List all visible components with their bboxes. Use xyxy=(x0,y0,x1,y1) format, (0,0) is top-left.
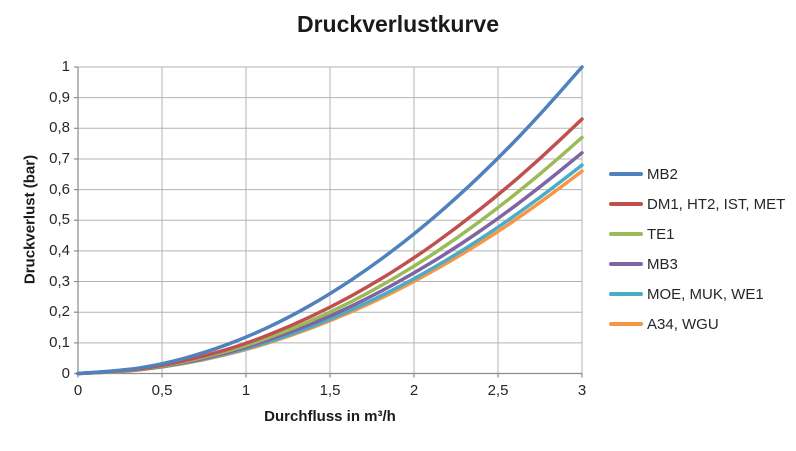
legend-swatch xyxy=(609,292,643,296)
legend-label: MOE, MUK, WE1 xyxy=(647,285,764,303)
x-axis-title: Durchfluss in m³/h xyxy=(264,408,396,425)
legend-label: TE1 xyxy=(647,225,675,243)
y-tick-label: 1 xyxy=(61,58,70,75)
y-tick-label: 0 xyxy=(61,364,70,382)
y-tick-label: 0,6 xyxy=(49,180,70,198)
legend-swatch xyxy=(609,202,643,206)
series-line-dm1 xyxy=(76,117,584,376)
chart-title: Druckverlustkurve xyxy=(297,11,499,37)
legend-item: MOE, MUK, WE1 xyxy=(609,279,785,309)
legend-swatch xyxy=(609,232,643,236)
y-tick-label: 0,8 xyxy=(49,119,70,137)
y-tick-label: 0,7 xyxy=(49,149,70,167)
legend-item: MB2 xyxy=(609,159,785,189)
legend: MB2 DM1, HT2, IST, MET TE1 MB3 MOE, MUK, WE1… xyxy=(609,159,785,339)
legend-label: MB3 xyxy=(647,255,678,273)
y-tick-label: 0,3 xyxy=(49,272,70,290)
y-tick-label: 0,4 xyxy=(49,241,70,259)
legend-label: DM1, HT2, IST, MET xyxy=(647,195,786,213)
x-tick-label: 2 xyxy=(409,382,419,399)
y-tick-label: 0,5 xyxy=(49,211,70,229)
legend-label: A34, WGU xyxy=(647,315,719,333)
legend-label: MB2 xyxy=(647,165,678,183)
legend-swatch xyxy=(609,172,643,176)
y-tick-label: 0,2 xyxy=(49,303,70,321)
y-tick-label: 0,1 xyxy=(49,333,70,351)
legend-item: A34, WGU xyxy=(609,309,785,339)
x-tick-label: 1,5 xyxy=(319,382,341,399)
x-tick-label: 3 xyxy=(577,382,587,399)
legend-item: MB3 xyxy=(609,249,785,279)
legend-swatch xyxy=(609,262,643,266)
y-tick-label: 0,9 xyxy=(49,88,70,106)
legend-item: DM1, HT2, IST, MET xyxy=(609,189,785,219)
x-tick-label: 1 xyxy=(241,382,251,399)
legend-item: TE1 xyxy=(609,219,785,249)
x-tick-label: 0,5 xyxy=(151,382,173,399)
legend-swatch xyxy=(609,322,643,326)
x-tick-label: 2,5 xyxy=(487,382,509,399)
x-tick-label: 0 xyxy=(73,382,83,399)
series-line-mb2 xyxy=(76,65,584,376)
